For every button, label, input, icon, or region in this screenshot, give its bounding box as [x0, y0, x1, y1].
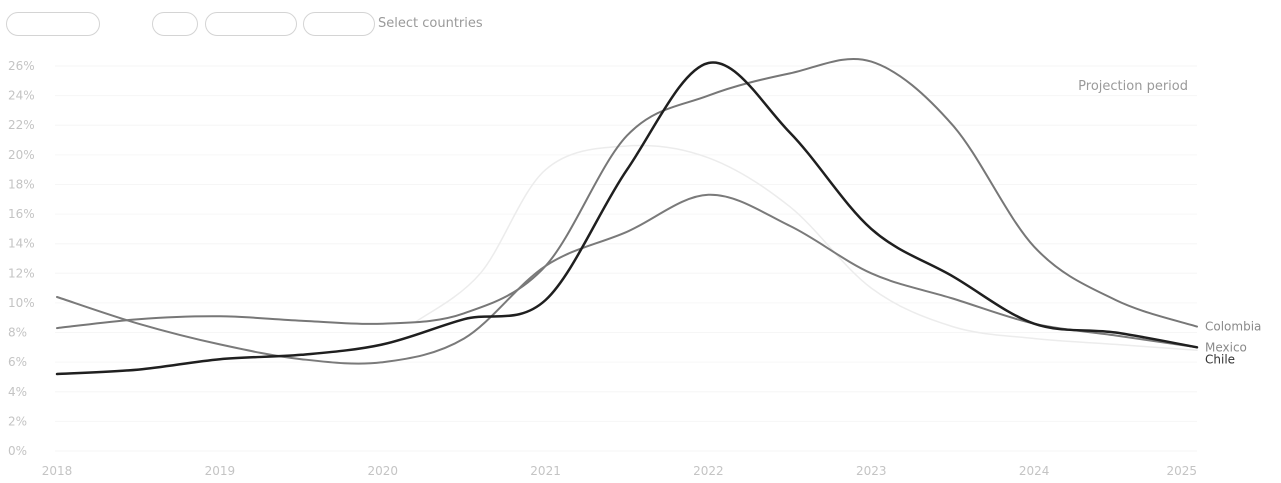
- projection-period-label: Projection period: [1078, 79, 1188, 94]
- y-tick-label: 4%: [8, 385, 27, 399]
- series-line-chile: [55, 61, 1199, 376]
- y-tick-label: 16%: [8, 207, 35, 221]
- y-tick-label: 10%: [8, 296, 35, 310]
- filter-pill-4[interactable]: [303, 12, 375, 36]
- y-tick-label: 24%: [8, 89, 35, 103]
- series-line-mexico: [56, 193, 1198, 365]
- series-line-unlabeled: [414, 144, 1198, 352]
- y-tick-label: 18%: [8, 177, 35, 191]
- grid-lines: [55, 65, 1197, 452]
- y-axis-ticks: 0% 2% 4% 6% 8% 10% 12% 14% 16% 18% 20% 22% 24% 26%: [8, 59, 35, 458]
- series-line-colombia: [56, 57, 1198, 330]
- y-tick-label: 0%: [8, 444, 27, 458]
- y-tick-label: 8%: [8, 326, 27, 340]
- chart-controls: Select countries: [0, 0, 1281, 50]
- y-tick-label: 14%: [8, 237, 35, 251]
- filter-pill-2[interactable]: [152, 12, 198, 36]
- x-tick-label: 2024: [1019, 464, 1050, 478]
- series-label-colombia: Colombia: [1205, 320, 1261, 334]
- filter-pill-3[interactable]: [205, 12, 297, 36]
- series-label-chile: Chile: [1205, 352, 1235, 366]
- y-tick-label: 26%: [8, 59, 35, 73]
- x-tick-label: 2018: [42, 464, 73, 478]
- x-tick-label: 2022: [693, 464, 724, 478]
- y-tick-label: 6%: [8, 355, 27, 369]
- y-tick-label: 2%: [8, 414, 27, 428]
- x-tick-label: 2019: [205, 464, 236, 478]
- x-tick-label: 2020: [367, 464, 398, 478]
- select-countries-button[interactable]: Select countries: [378, 16, 483, 31]
- series-lines: [55, 57, 1199, 376]
- filter-pill-1[interactable]: [6, 12, 100, 36]
- y-tick-label: 20%: [8, 148, 35, 162]
- x-axis-ticks: 2018 2019 2020 2021 2022 2023 2024 2025: [42, 464, 1197, 478]
- x-tick-label: 2021: [530, 464, 561, 478]
- series-label-mexico: Mexico: [1205, 340, 1247, 354]
- x-tick-label: 2023: [856, 464, 887, 478]
- y-tick-label: 12%: [8, 266, 35, 280]
- y-tick-label: 22%: [8, 118, 35, 132]
- x-tick-label: 2025: [1166, 464, 1197, 478]
